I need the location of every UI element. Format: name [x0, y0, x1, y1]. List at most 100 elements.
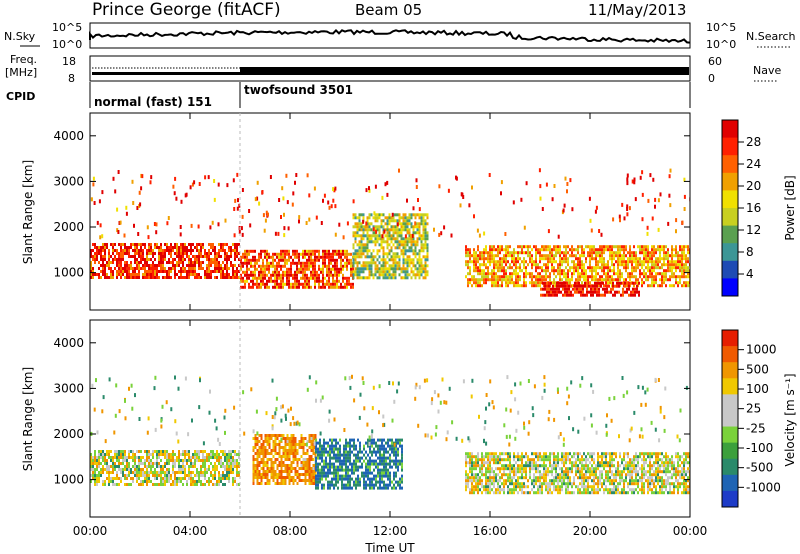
- echo-cell: [349, 486, 351, 490]
- echo-cell: [630, 281, 632, 285]
- echo-cell: [573, 254, 575, 258]
- echo-cell: [258, 201, 261, 206]
- echo-cell: [359, 447, 361, 451]
- echo-cell: [211, 220, 214, 225]
- echo-cell: [412, 228, 415, 232]
- echo-cell: [410, 222, 413, 226]
- echo-cell: [394, 258, 397, 262]
- echo-cell: [196, 246, 198, 249]
- echo-cell: [424, 243, 427, 247]
- echo-cell: [314, 267, 316, 271]
- echo-cell: [379, 447, 381, 451]
- echo-cell: [156, 459, 158, 462]
- echo-cell: [202, 483, 204, 486]
- echo-cell: [304, 437, 307, 440]
- echo-cell: [292, 479, 295, 482]
- echo-cell: [410, 267, 413, 271]
- echo-cell: [581, 248, 583, 252]
- echo-cell: [294, 455, 297, 458]
- echo-cell: [114, 462, 116, 465]
- echo-cell: [505, 257, 507, 261]
- echo-cell: [389, 462, 391, 466]
- echo-cell: [319, 456, 321, 460]
- echo-cell: [110, 267, 112, 270]
- echo-cell: [346, 282, 348, 286]
- echo-cell: [343, 453, 345, 457]
- echo-cell: [687, 272, 689, 276]
- echo-cell: [379, 474, 381, 478]
- echo-cell: [102, 264, 104, 267]
- echo-cell: [228, 273, 230, 276]
- echo-cell: [569, 248, 571, 252]
- echo-cell: [126, 459, 128, 462]
- echo-cell: [545, 248, 547, 252]
- echo-cell: [360, 252, 363, 256]
- echo-cell: [383, 483, 385, 487]
- echo-cell: [409, 233, 412, 238]
- echo-cell: [148, 474, 150, 477]
- echo-cell: [284, 443, 287, 446]
- echo-cell: [332, 276, 334, 280]
- echo-cell: [402, 249, 405, 253]
- echo-cell: [144, 276, 146, 279]
- echo-cell: [128, 255, 130, 258]
- echo-cell: [250, 258, 252, 262]
- echo-cell: [649, 257, 651, 261]
- echo-cell: [585, 269, 587, 273]
- echo-cell: [349, 474, 351, 478]
- echo-cell: [402, 276, 405, 280]
- echo-cell: [501, 248, 503, 252]
- echo-cell: [90, 474, 92, 477]
- echo-cell: [278, 446, 281, 449]
- echo-cell: [477, 254, 479, 258]
- echo-cell: [418, 207, 421, 212]
- echo-cell: [595, 205, 598, 210]
- echo-cell: [256, 455, 259, 458]
- echo-cell: [146, 276, 148, 279]
- echo-cell: [621, 245, 623, 249]
- echo-cell: [128, 474, 130, 477]
- echo-cell: [604, 287, 606, 291]
- echo-cell: [332, 258, 334, 262]
- echo-cell: [130, 471, 132, 474]
- echo-cell: [329, 447, 331, 451]
- echo-cell: [335, 477, 337, 481]
- echo-cell: [139, 202, 142, 207]
- echo-cell: [479, 251, 481, 255]
- echo-cell: [593, 257, 595, 261]
- echo-cell: [681, 248, 683, 252]
- echo-cell: [383, 459, 385, 463]
- echo-cell: [102, 249, 104, 252]
- echo-cell: [361, 471, 363, 475]
- echo-cell: [483, 248, 485, 252]
- echo-cell: [564, 287, 566, 291]
- echo-cell: [90, 468, 92, 471]
- echo-cell: [381, 456, 383, 460]
- echo-cell: [326, 255, 328, 259]
- echo-cell: [565, 257, 567, 261]
- echo-cell: [531, 272, 533, 276]
- echo-cell: [124, 252, 126, 255]
- echo-cell: [392, 252, 395, 256]
- echo-cell: [673, 263, 675, 267]
- echo-cell: [347, 459, 349, 463]
- echo-cell: [669, 260, 671, 264]
- echo-cell: [394, 213, 397, 217]
- echo-cell: [180, 465, 182, 468]
- echo-cell: [118, 477, 120, 480]
- echo-cell: [122, 249, 124, 252]
- echo-cell: [146, 252, 148, 255]
- echo-cell: [98, 471, 100, 474]
- echo-cell: [539, 260, 541, 264]
- echo-cell: [424, 276, 427, 280]
- echo-cell: [398, 261, 401, 265]
- echo-cell: [148, 450, 150, 453]
- echo-cell: [387, 444, 389, 448]
- echo-cell: [112, 483, 114, 486]
- echo-cell: [264, 282, 266, 286]
- echo-cell: [593, 269, 595, 273]
- echo-cell: [347, 474, 349, 478]
- echo-cell: [94, 246, 96, 249]
- echo-cell: [396, 231, 399, 235]
- echo-cell: [331, 480, 333, 484]
